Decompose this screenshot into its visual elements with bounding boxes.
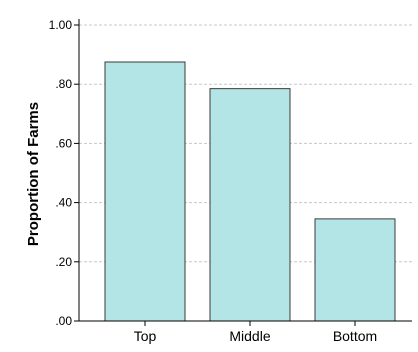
y-axis-label: Proportion of Farms [25, 102, 42, 246]
x-tick-label: Bottom [333, 328, 377, 344]
tick-labels: .00 .20 .40 .60 .80 1.00 Top Middle Bottom [49, 18, 378, 344]
x-tick-label: Middle [229, 328, 270, 344]
y-tick-label: .00 [55, 314, 72, 328]
y-tick-label: .20 [55, 255, 72, 269]
y-tick-label: 1.00 [49, 18, 73, 32]
y-tick-label: .60 [55, 136, 72, 150]
y-tick-label: .80 [55, 77, 72, 91]
x-tick-label: Top [134, 328, 157, 344]
y-tick-label: .40 [55, 196, 72, 210]
bar-middle [209, 88, 291, 322]
bar-bottom [314, 218, 396, 322]
bar-top [104, 61, 186, 322]
axes [74, 19, 412, 326]
bars [104, 61, 396, 322]
